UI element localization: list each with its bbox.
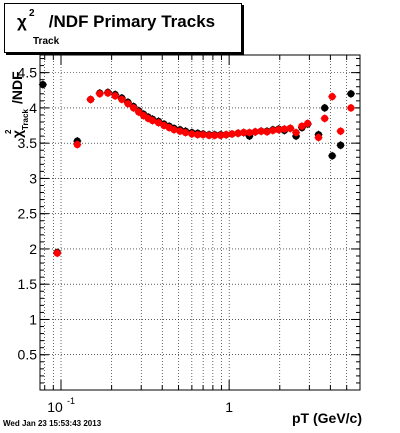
data-point-red bbox=[286, 124, 294, 132]
x-tick-label: 1 bbox=[225, 399, 233, 415]
data-point-red bbox=[347, 104, 355, 112]
data-point-red bbox=[53, 249, 61, 257]
chart-title: χ/NDF Primary Tracks bbox=[17, 12, 215, 32]
data-point-red bbox=[298, 122, 306, 130]
y-tick-label: 4.5 bbox=[18, 65, 38, 81]
data-point-red bbox=[129, 104, 138, 112]
y-axis-label-rest: /NDF bbox=[9, 71, 25, 104]
data-point-red bbox=[148, 116, 157, 125]
data-point-black bbox=[328, 152, 336, 160]
data-point-red bbox=[314, 133, 323, 142]
y-tick-label: 2.5 bbox=[18, 206, 38, 222]
data-point-red bbox=[245, 128, 254, 137]
data-point-red bbox=[275, 126, 283, 134]
y-tick-label: 2 bbox=[29, 241, 37, 257]
data-point-red bbox=[304, 119, 312, 128]
plot-frame bbox=[39, 54, 361, 391]
y-tick-label: 1.5 bbox=[18, 276, 38, 292]
data-point-red bbox=[199, 131, 207, 139]
data-point-red bbox=[111, 92, 119, 100]
x-tick-label: 10 bbox=[47, 399, 63, 415]
y-axis-label-sub: Track bbox=[21, 109, 30, 130]
data-point-red bbox=[73, 140, 81, 149]
data-point-red bbox=[263, 128, 271, 136]
data-point-red bbox=[228, 130, 236, 138]
data-point-red bbox=[205, 131, 213, 139]
y-axis-label-sup: 2 bbox=[4, 129, 13, 134]
data-point-red bbox=[251, 128, 259, 136]
timestamp: Wed Jan 23 15:53:43 2013 bbox=[3, 419, 102, 428]
data-point-red bbox=[87, 95, 95, 104]
data-point-red bbox=[269, 126, 277, 135]
chart-title-sup: 2 bbox=[29, 8, 35, 19]
data-point-red bbox=[124, 100, 132, 108]
y-axis-label-chi: χ bbox=[9, 130, 25, 138]
data-point-red bbox=[118, 95, 126, 104]
data-point-red bbox=[222, 131, 230, 139]
data-point-red bbox=[336, 127, 345, 135]
data-point-red bbox=[188, 130, 196, 138]
chart-title-rest: /NDF Primary Tracks bbox=[48, 12, 216, 31]
data-point-red bbox=[194, 131, 202, 139]
data-point-red bbox=[240, 128, 248, 137]
data-point-red bbox=[96, 90, 104, 98]
y-tick-label: 0.5 bbox=[18, 347, 38, 363]
data-point-red bbox=[170, 126, 178, 134]
chart-title-sub: Track bbox=[33, 36, 60, 47]
data-point-red bbox=[280, 125, 288, 133]
data-point-black bbox=[39, 81, 47, 89]
data-point-red bbox=[104, 89, 112, 97]
data-point-black bbox=[321, 104, 329, 112]
data-point-red bbox=[321, 114, 329, 123]
y-tick-label: 1 bbox=[29, 311, 37, 327]
data-point-red bbox=[154, 119, 163, 127]
y-tick-label: 3 bbox=[29, 170, 37, 186]
data-point-red bbox=[181, 128, 190, 137]
chart-title-chi: χ bbox=[17, 12, 27, 31]
data-point-black bbox=[336, 141, 345, 149]
y-tick-label: 3.5 bbox=[18, 135, 38, 151]
data-point-black bbox=[347, 90, 355, 98]
data-point-red bbox=[217, 131, 225, 139]
x-axis-label: pT (GeV/c) bbox=[292, 410, 362, 426]
data-point-red bbox=[257, 127, 265, 135]
chart-title-box: χ/NDF Primary Tracks 2 Track bbox=[4, 3, 242, 53]
y-tick-label: 4 bbox=[29, 100, 37, 116]
data-point-red bbox=[211, 131, 219, 139]
data-point-red bbox=[234, 129, 242, 137]
x-tick-label-exponent: -1 bbox=[67, 396, 75, 406]
data-point-red bbox=[328, 93, 336, 101]
data-point-red bbox=[292, 128, 300, 137]
y-axis-label: χ2 Track/NDF bbox=[4, 71, 30, 138]
